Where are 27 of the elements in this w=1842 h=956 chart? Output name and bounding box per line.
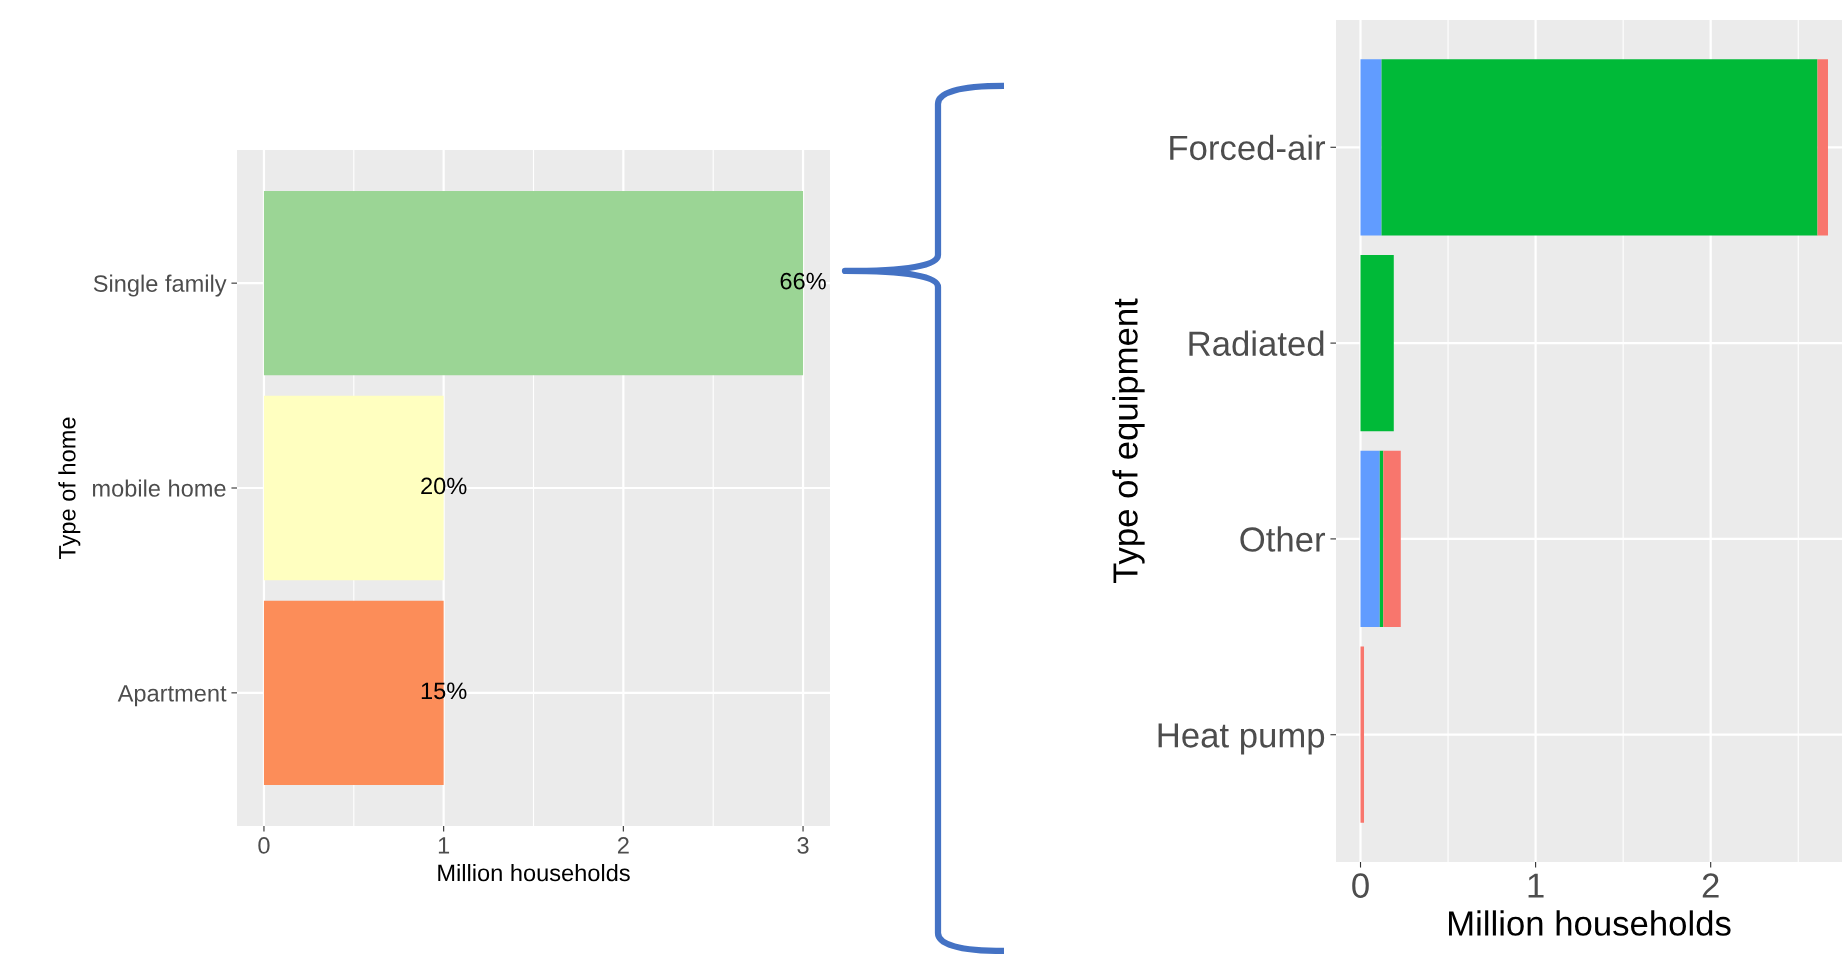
bar	[1360, 254, 1394, 432]
annotation: 15%	[421, 682, 467, 700]
x-axis-title: Million households	[1449, 910, 1731, 936]
x-tick-label: 2	[617, 837, 629, 854]
y-tick-label: Heat pump	[1158, 723, 1325, 755]
y-tick-label: Apartment	[117, 685, 227, 707]
x-tick-label: 1	[438, 837, 450, 854]
bar	[1381, 59, 1818, 236]
y-tick-label: mobile home	[92, 479, 226, 497]
x-axis-title: Million households	[438, 863, 630, 882]
y-tick-label: Other	[1240, 526, 1326, 552]
y-axis-title: Type of equipment	[1112, 298, 1145, 584]
y-tick-label: Single family	[93, 274, 227, 297]
bar	[1383, 450, 1401, 628]
x-tick-label: 1	[1528, 873, 1544, 898]
y-tick-label: Radiated	[1189, 330, 1324, 357]
x-tick-label: 3	[797, 837, 809, 854]
x-tick-label: 0	[1352, 873, 1369, 898]
y-tick-label: Forced-air	[1170, 134, 1326, 161]
bar	[1817, 59, 1828, 236]
annotation: 20%	[421, 477, 467, 495]
bar	[1360, 450, 1380, 628]
bar	[1360, 59, 1382, 236]
y-axis-title: Type of home	[58, 417, 81, 559]
x-tick-label: 0	[258, 837, 270, 854]
annotation: 66%	[780, 272, 826, 290]
x-tick-label: 2	[1702, 873, 1719, 898]
